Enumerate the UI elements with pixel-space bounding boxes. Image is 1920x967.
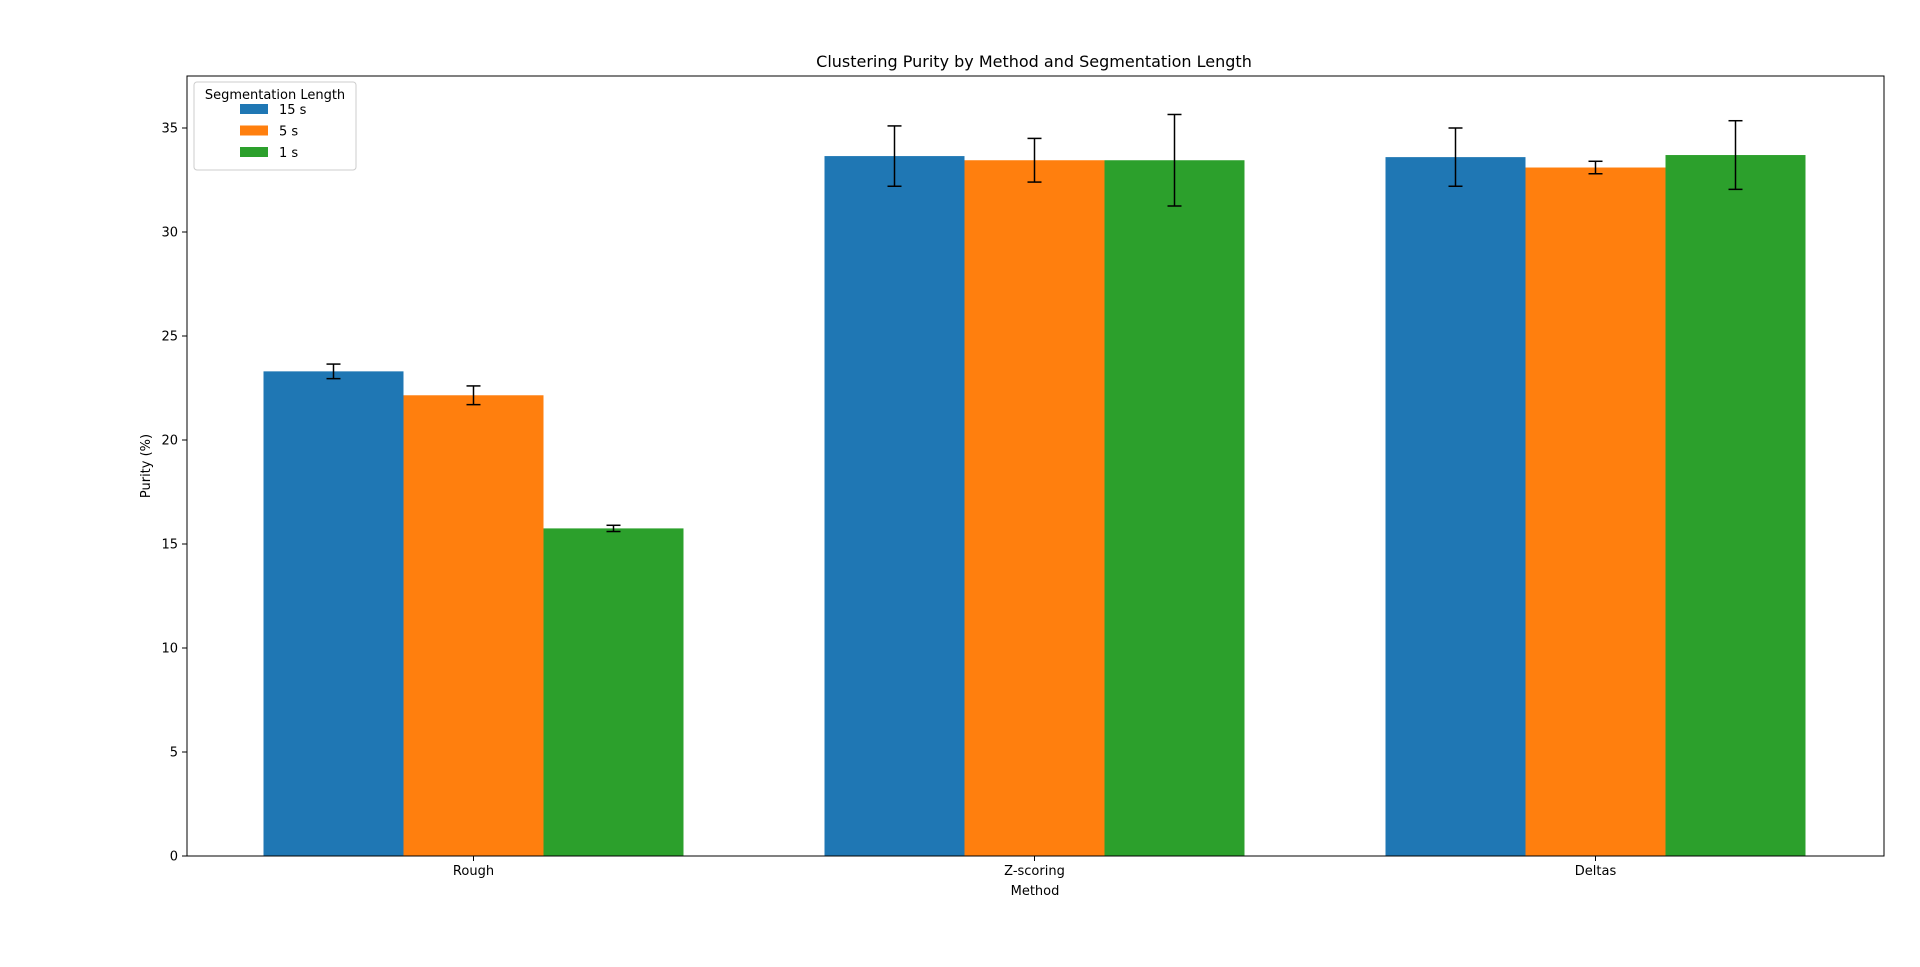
legend-label: 5 s [279, 125, 298, 140]
legend-label: 1 s [279, 146, 298, 161]
error-bar-z-scoring-1s [1167, 113, 1182, 207]
bars-layer [263, 155, 1806, 857]
bar-deltas-5s [1525, 167, 1666, 856]
bar-z-scoring-15s [824, 156, 965, 856]
legend-swatch [240, 104, 268, 114]
bar-deltas-15s [1385, 157, 1526, 856]
bar-z-scoring-5s [964, 160, 1105, 857]
error-bar-deltas-5s [1588, 160, 1603, 175]
legend-box [193, 81, 357, 171]
legend-title: Segmentation Length [205, 88, 345, 103]
bar-rough-15s [263, 371, 404, 856]
error-bar-z-scoring-15s [887, 125, 902, 187]
errorbars-layer [326, 113, 1743, 533]
error-bar-rough-5s [466, 385, 481, 406]
legend-item: 1 s [240, 146, 298, 161]
legend-label: 15 s [279, 103, 307, 118]
error-bar-rough-1s [606, 524, 621, 533]
x-axis-label: Method [1011, 884, 1060, 899]
y-tick-label: 10 [161, 642, 178, 657]
chart-title: Clustering Purity by Method and Segmenta… [816, 52, 1252, 71]
error-bar-z-scoring-5s [1027, 137, 1042, 183]
x-tick-label: Z-scoring [1004, 864, 1065, 879]
legend-swatch [240, 125, 268, 136]
y-tick-label: 20 [161, 434, 178, 449]
y-tick-label: 5 [170, 746, 178, 761]
legend: Segmentation Length 15 s 5 s 1 s [193, 81, 357, 171]
y-tick-label: 0 [170, 850, 178, 865]
bar-deltas-1s [1665, 155, 1806, 857]
legend-item: 15 s [240, 103, 307, 118]
y-tick-label: 35 [161, 122, 178, 137]
y-tick-label: 30 [161, 226, 178, 241]
error-bar-rough-15s [326, 363, 341, 380]
y-axis: 0 5 10 15 20 25 30 35 [161, 122, 187, 865]
plot-frame [186, 75, 1885, 857]
x-tick-label: Deltas [1575, 864, 1617, 879]
y-tick-label: 25 [161, 330, 178, 345]
y-tick-label: 15 [161, 538, 178, 553]
x-tick-label: Rough [453, 864, 494, 879]
y-axis-label: Purity (%) [139, 434, 154, 498]
x-axis: Rough Z-scoring Deltas [453, 856, 1617, 879]
error-bar-deltas-15s [1448, 127, 1463, 187]
error-bar-deltas-1s [1728, 119, 1743, 191]
legend-items: 15 s 5 s 1 s [240, 103, 307, 161]
legend-item: 5 s [240, 125, 298, 140]
legend-swatch [240, 147, 268, 157]
bar-rough-5s [403, 395, 544, 856]
bar-rough-1s [543, 528, 684, 856]
bar-z-scoring-1s [1104, 160, 1245, 857]
